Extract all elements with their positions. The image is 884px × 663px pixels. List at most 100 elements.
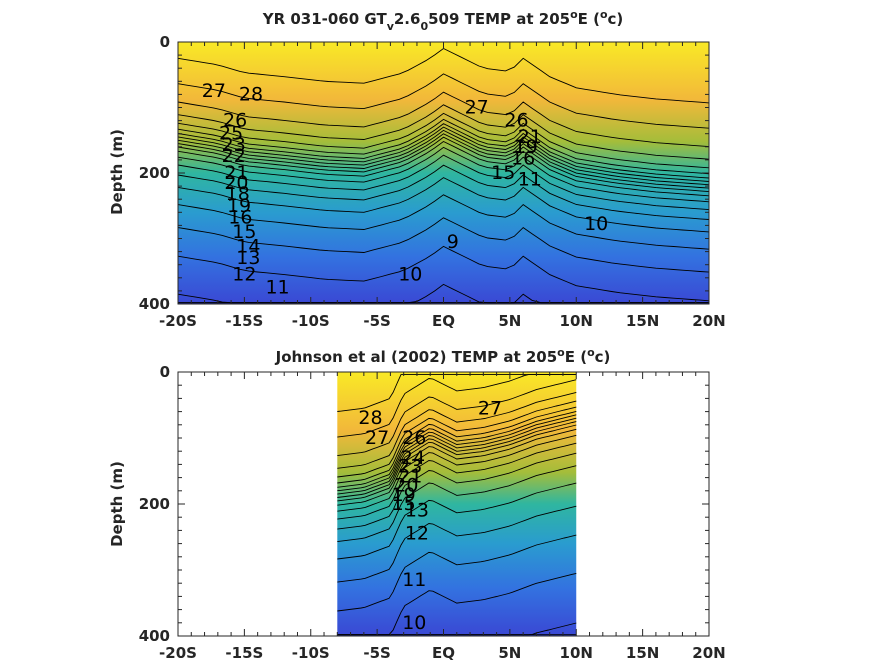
contour-line: [177, 104, 710, 160]
y-axis-label: Depth (m): [108, 129, 126, 215]
contour-label: 10: [402, 612, 426, 634]
contour-label: 11: [402, 569, 426, 591]
x-tick-label: -5S: [363, 312, 390, 330]
contour-line: [337, 428, 577, 506]
x-tick-label: 5N: [498, 312, 521, 330]
contour-line: [177, 123, 710, 179]
temperature-field: [178, 42, 709, 304]
contour-label: 27: [478, 397, 502, 419]
contour-line: [177, 91, 710, 148]
contour-label: 12: [405, 523, 429, 545]
contour-line: [337, 434, 577, 512]
panel-title: Johnson et al (2002) TEMP at 205oE (oc): [275, 346, 611, 366]
x-tick-label: -15S: [225, 644, 263, 662]
contour-label: 15: [392, 493, 416, 515]
contour-line: [177, 217, 710, 273]
contour-label: 18: [226, 183, 250, 205]
contour-line: [177, 146, 710, 203]
contour-line: [337, 465, 577, 543]
contour-line: [177, 126, 710, 182]
x-tick-label: 5N: [498, 644, 521, 662]
contour-label: 19: [392, 484, 416, 506]
contour-label: 21: [518, 126, 542, 148]
contour-line: [177, 73, 710, 129]
contour-label: 20: [394, 475, 418, 497]
contour-label: 26: [402, 427, 426, 449]
x-tick-label: 20N: [692, 312, 725, 330]
x-tick-label: -20S: [159, 312, 197, 330]
contour-line: [337, 410, 577, 488]
contour-label: 11: [518, 169, 542, 191]
x-tick-label: -15S: [225, 312, 263, 330]
contour-label: 10: [584, 213, 608, 235]
contour-line: [337, 400, 577, 478]
contour-line: [337, 391, 577, 469]
x-tick-label: -20S: [159, 644, 197, 662]
contour-label: 15: [491, 162, 515, 184]
contour-label: 28: [239, 83, 263, 105]
y-tick-label: 200: [139, 164, 170, 182]
contour-label: 12: [232, 264, 256, 286]
x-tick-label: -10S: [292, 312, 330, 330]
contour-line: [337, 534, 577, 612]
panel-title: YR 031-060 GTv2.60509 TEMP at 205oE (oc): [262, 8, 624, 33]
contour-label: 9: [447, 231, 459, 253]
panel-model: YR 031-060 GTv2.60509 TEMP at 205oE (oc)…: [108, 8, 726, 330]
contour-label: 27: [365, 427, 389, 449]
y-tick-label: 400: [139, 627, 170, 645]
contour-line: [337, 379, 577, 457]
contour-label: 10: [398, 264, 422, 286]
contour-label: 21: [224, 162, 248, 184]
contour-label: 16: [511, 148, 535, 170]
x-tick-label: EQ: [432, 644, 455, 662]
x-tick-label: 10N: [560, 644, 593, 662]
contour-label: 23: [222, 134, 246, 156]
contour-line: [177, 129, 710, 186]
contour-line: [177, 112, 710, 169]
y-tick-label: 0: [160, 363, 170, 381]
contour-line: [337, 414, 577, 492]
panel-observations: Johnson et al (2002) TEMP at 205oE (oc) …: [108, 346, 726, 662]
contour-label: 20: [224, 172, 248, 194]
contour-line: [177, 140, 710, 197]
contour-line: [177, 118, 710, 175]
contour-label: 11: [265, 277, 289, 299]
contour-line: [337, 505, 577, 583]
x-tick-label: 10N: [560, 312, 593, 330]
contour-label: 25: [219, 123, 243, 145]
x-tick-label: EQ: [432, 312, 455, 330]
contour-label: 22: [222, 145, 246, 167]
contour-line: [337, 452, 577, 530]
contour-label: 21: [398, 465, 422, 487]
contour-label: 13: [405, 500, 429, 522]
contour-label: 14: [236, 235, 260, 257]
contour-line: [177, 154, 710, 211]
y-tick-label: 200: [139, 495, 170, 513]
contour-line: [337, 442, 577, 520]
y-tick-label: 0: [160, 33, 170, 51]
contour-label: 26: [504, 110, 528, 132]
contour-label: 24: [401, 447, 425, 469]
contour-label: 26: [223, 110, 247, 132]
contour-line: [337, 482, 577, 560]
contour-label: 27: [202, 80, 226, 102]
x-tick-label: -10S: [292, 644, 330, 662]
contour-label: 16: [228, 207, 252, 229]
contour-line: [177, 177, 710, 233]
contour-label: 13: [236, 247, 260, 269]
x-tick-label: -5S: [363, 644, 390, 662]
contour-line: [177, 133, 710, 189]
contour-line: [177, 136, 710, 193]
contour-line: [177, 194, 710, 250]
contour-label: 19: [227, 195, 251, 217]
x-tick-label: 15N: [626, 644, 659, 662]
x-tick-label: 20N: [692, 644, 725, 662]
contour-line: [337, 421, 577, 498]
contour-line: [337, 406, 577, 484]
contour-label: 19: [514, 136, 538, 158]
contour-label: 23: [398, 455, 422, 477]
contour-line: [177, 164, 710, 220]
contour-line: [337, 424, 577, 502]
contour-line: [177, 245, 710, 302]
